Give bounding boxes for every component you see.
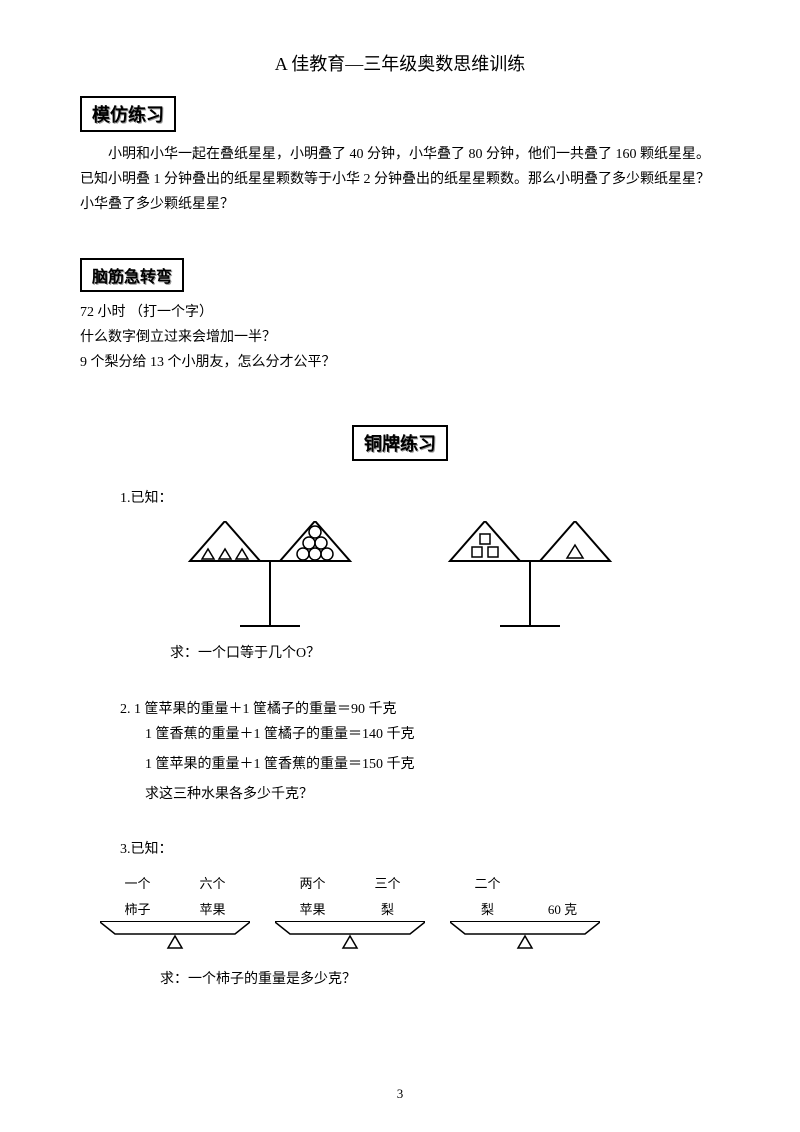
scale-1: 一个 六个 柿子 苹果	[100, 872, 250, 952]
scale-1-icon	[100, 922, 250, 952]
problem-2-line3: 1 筐苹果的重量＋1 筐香蕉的重量＝150 千克	[145, 752, 720, 777]
scale-3-left-item: 梨	[450, 898, 525, 921]
problem-2-label: 2.	[120, 702, 131, 717]
problem-3-question: 求：一个柿子的重量是多少克？	[160, 967, 720, 992]
riddle-line-1: 72 小时 （打一个字）	[80, 300, 720, 325]
scale-3-right-item: 60 克	[525, 898, 600, 921]
problem-3-label: 3.已知：	[120, 837, 720, 862]
scale-2-right-item: 梨	[350, 898, 425, 921]
riddle-header: 脑筋急转弯	[80, 258, 184, 292]
problem-1-question: 求：一个口等于几个O？	[170, 641, 720, 666]
riddle-line-2: 什么数字倒立过来会增加一半？	[80, 325, 720, 350]
bronze-header-wrap: 铜牌练习	[80, 425, 720, 471]
section-riddles: 脑筋急转弯 72 小时 （打一个字） 什么数字倒立过来会增加一半？ 9 个梨分给…	[80, 258, 720, 376]
problem-1-label: 1.已知：	[120, 486, 720, 511]
problem-2: 2. 1 筐苹果的重量＋1 筐橘子的重量＝90 千克 1 筐香蕉的重量＋1 筐橘…	[120, 697, 720, 808]
scale-1-left-count: 一个	[100, 872, 175, 895]
scale-2-left-count: 两个	[275, 872, 350, 895]
problem-2-line2: 1 筐香蕉的重量＋1 筐橘子的重量＝140 千克	[145, 722, 720, 747]
page-title: A 佳教育—三年级奥数思维训练	[80, 50, 720, 76]
scale-3: 二个 梨 60 克	[450, 872, 600, 952]
balance-2-icon	[430, 521, 630, 631]
problem-2-line1: 1 筐苹果的重量＋1 筐橘子的重量＝90 千克	[134, 702, 397, 717]
balance-diagrams	[170, 521, 720, 631]
scale-2-right-count: 三个	[350, 872, 425, 895]
problem-1: 1.已知： 求：一个口	[120, 486, 720, 666]
riddle-line-3: 9 个梨分给 13 个小朋友，怎么分才公平？	[80, 350, 720, 375]
scale-1-right-count: 六个	[175, 872, 250, 895]
imitation-paragraph: 小明和小华一起在叠纸星星，小明叠了 40 分钟，小华叠了 80 分钟，他们一共叠…	[80, 142, 720, 218]
scale-2-left-item: 苹果	[275, 898, 350, 921]
problem-3: 3.已知： 一个 六个 柿子 苹果 两个 三个 苹果 梨	[100, 837, 720, 992]
balance-1-icon	[170, 521, 370, 631]
scale-2-icon	[275, 922, 425, 952]
scale-2: 两个 三个 苹果 梨	[275, 872, 425, 952]
scale-1-left-item: 柿子	[100, 898, 175, 921]
section-header-imitation: 模仿练习	[80, 96, 176, 132]
bronze-header: 铜牌练习	[352, 425, 448, 461]
scale-1-right-item: 苹果	[175, 898, 250, 921]
scale-3-icon	[450, 922, 600, 952]
section-imitation: 模仿练习 小明和小华一起在叠纸星星，小明叠了 40 分钟，小华叠了 80 分钟，…	[80, 96, 720, 218]
problem-2-line4: 求这三种水果各多少千克？	[145, 782, 720, 807]
scale-3-right-count	[525, 872, 600, 895]
scale-3-left-count: 二个	[450, 872, 525, 895]
scale-diagrams: 一个 六个 柿子 苹果 两个 三个 苹果 梨	[100, 872, 720, 952]
page-number: 3	[397, 1086, 404, 1102]
